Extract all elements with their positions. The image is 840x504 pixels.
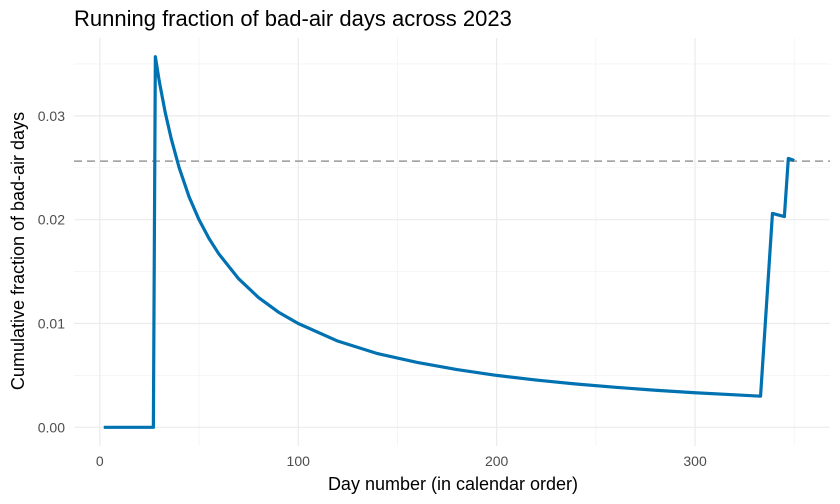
- x-tick-label: 200: [485, 453, 509, 469]
- x-tick-label: 0: [96, 453, 104, 469]
- y-tick-label: 0.01: [38, 315, 65, 331]
- series-line: [103, 55, 795, 429]
- y-tick-label: 0.00: [38, 419, 65, 435]
- x-axis-title: Day number (in calendar order): [328, 474, 578, 494]
- y-tick-label: 0.02: [38, 212, 65, 228]
- x-tick-label: 300: [683, 453, 707, 469]
- major-gridlines: [74, 38, 830, 446]
- x-tick-labels: 0 100 200 300: [96, 453, 707, 469]
- y-tick-labels: 0.00 0.01 0.02 0.03: [38, 108, 65, 435]
- y-tick-label: 0.03: [38, 108, 65, 124]
- minor-gridlines: [74, 38, 830, 446]
- x-tick-label: 100: [287, 453, 311, 469]
- series-layer: [103, 55, 795, 429]
- chart-title: Running fraction of bad-air days across …: [74, 6, 512, 31]
- y-axis-title: Cumulative fraction of bad-air days: [8, 112, 28, 390]
